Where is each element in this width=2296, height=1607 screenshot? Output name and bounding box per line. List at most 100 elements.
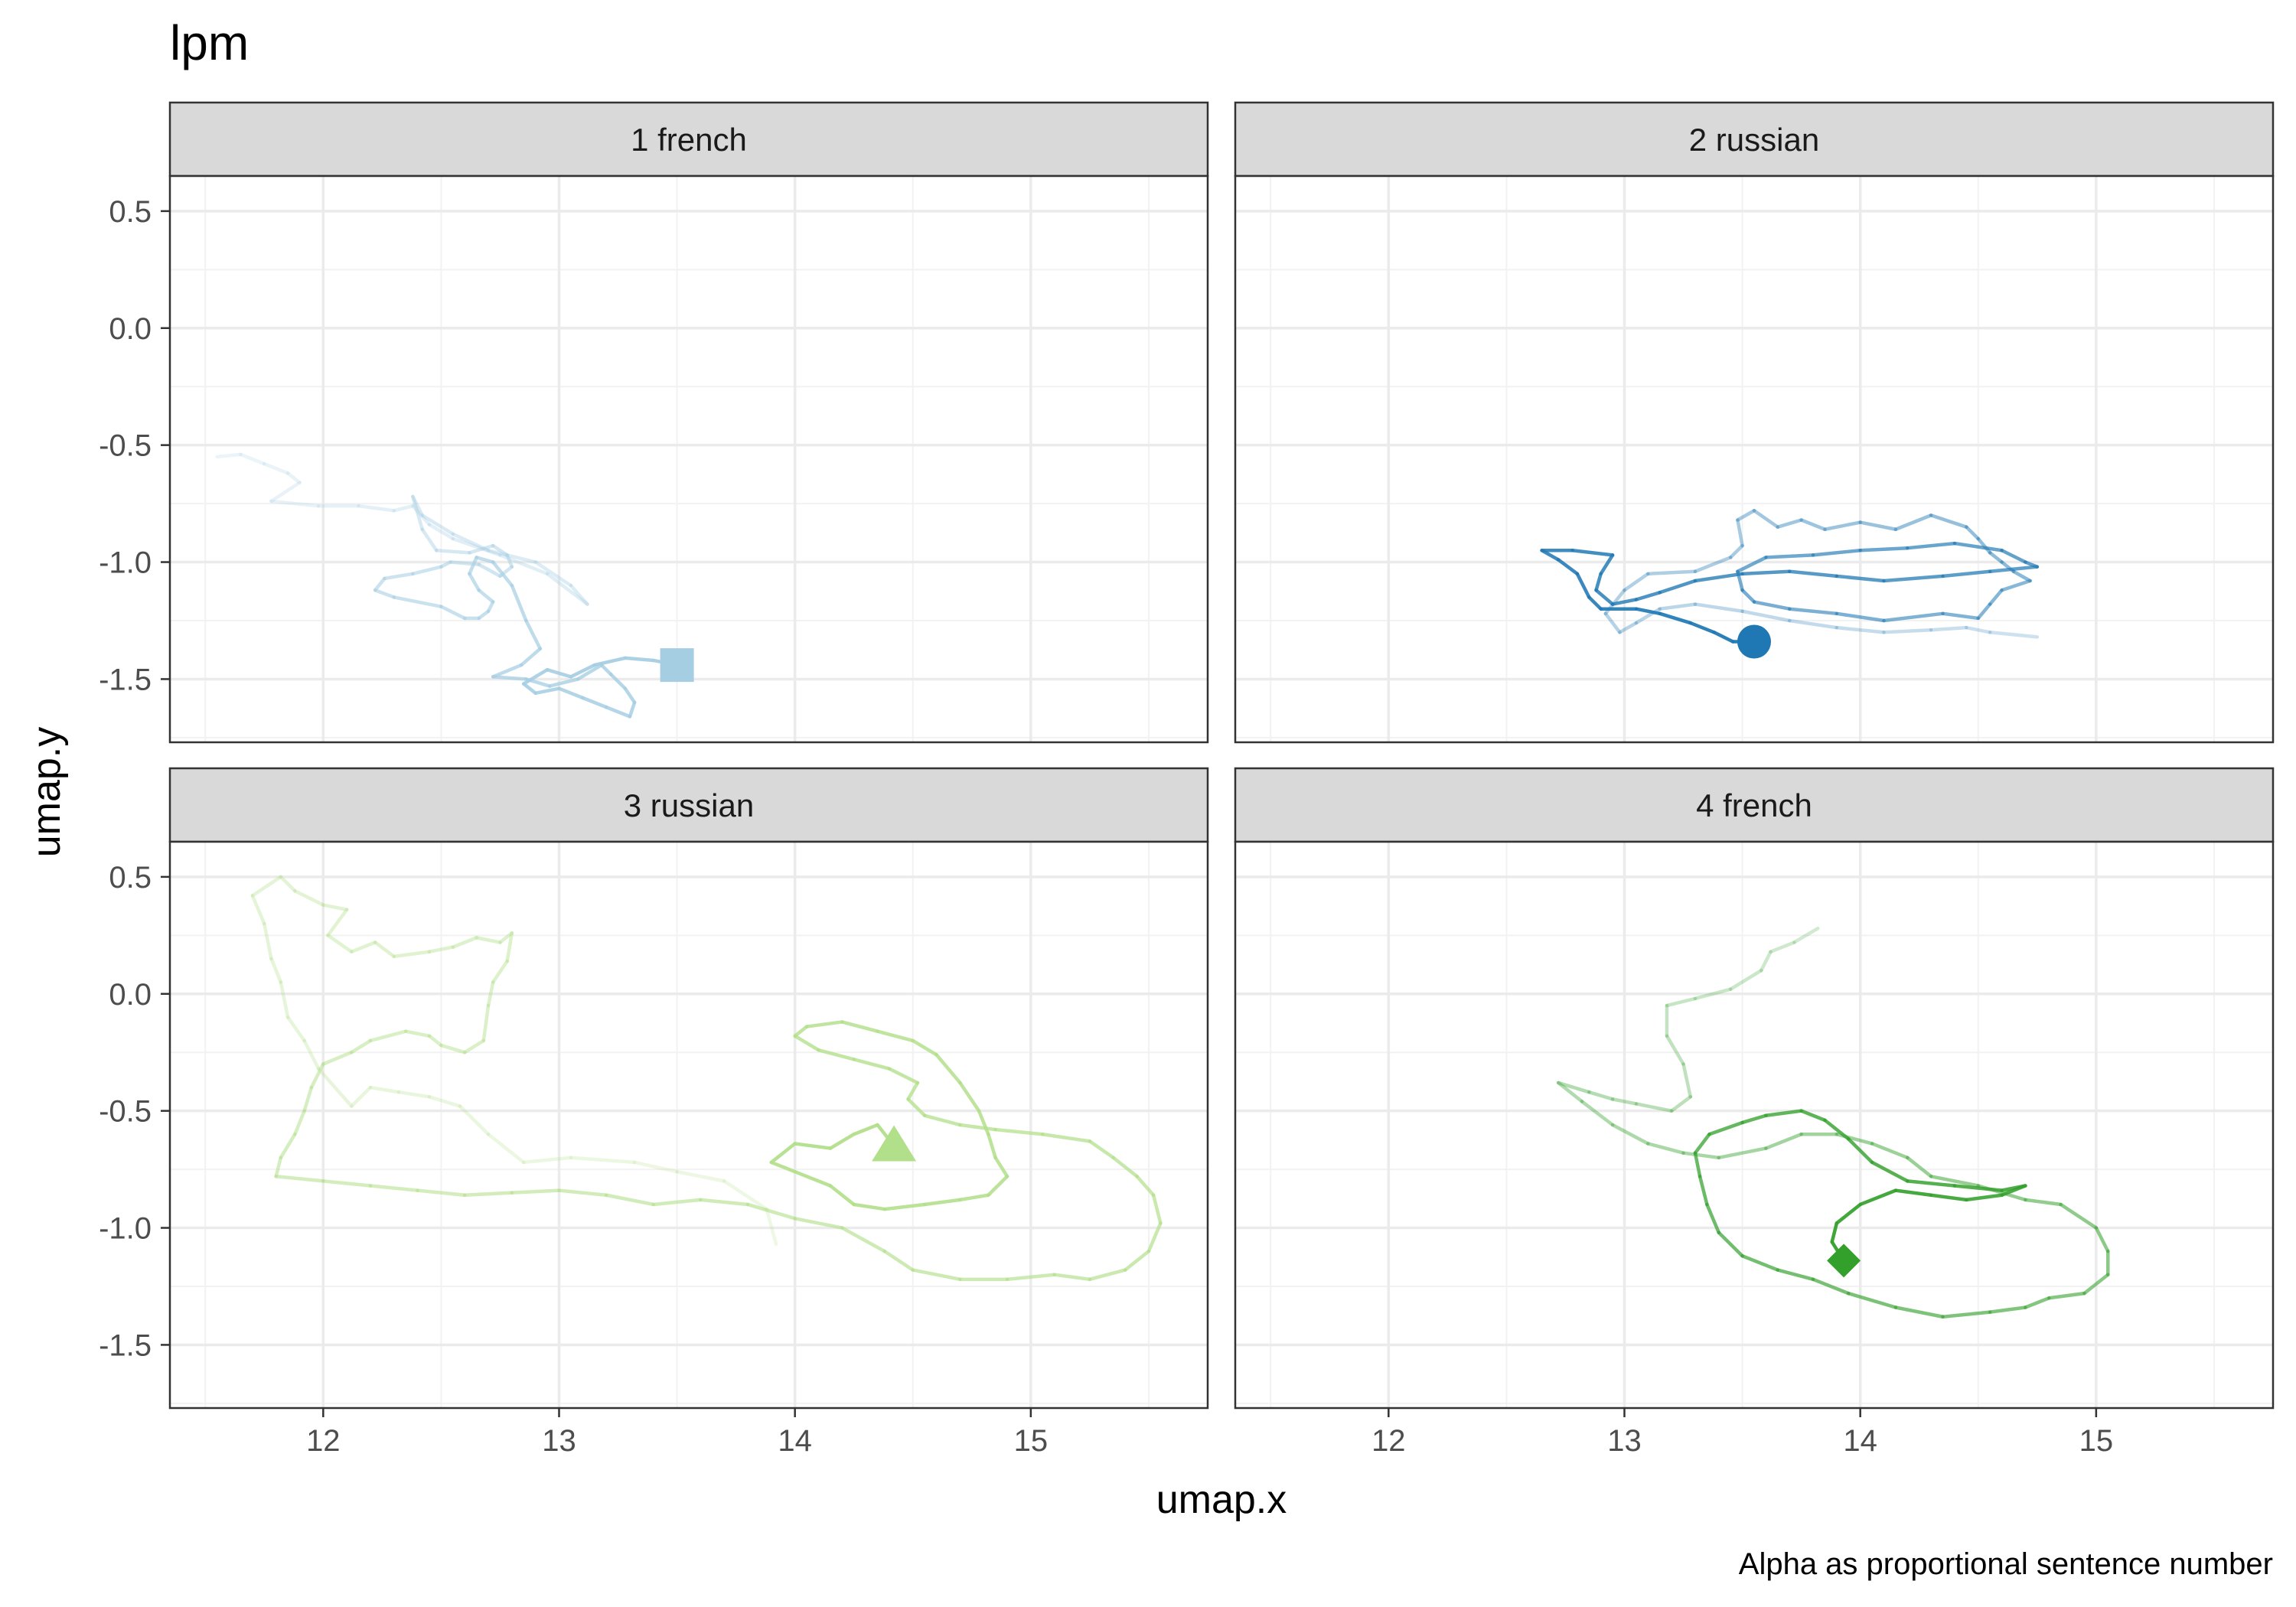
series-segment	[1988, 565, 2040, 574]
series-segment	[1764, 1132, 1803, 1150]
series-segment	[486, 549, 537, 564]
series-segment	[1712, 631, 1735, 644]
series-segment	[1088, 1268, 1127, 1282]
x-tick-label: 14	[778, 1424, 812, 1458]
series-segment	[2047, 1291, 2086, 1300]
series-segment	[1646, 569, 1698, 576]
series-segment	[451, 936, 478, 949]
series-segment	[1603, 611, 1622, 634]
series-segment	[1847, 1291, 1898, 1309]
series-segment	[557, 1188, 608, 1197]
series-segment	[350, 940, 377, 953]
series-segment	[1151, 1193, 1163, 1225]
series-segment	[958, 1081, 981, 1113]
series-segment	[2024, 1296, 2051, 1309]
series-segment	[477, 562, 502, 579]
facet-strip-label: 1 french	[631, 122, 747, 158]
end-marker-square	[660, 648, 694, 683]
facet-strip-label: 2 russian	[1689, 122, 1819, 158]
series-segment	[987, 1132, 997, 1160]
series-segment	[522, 667, 550, 686]
series-segment	[326, 908, 349, 937]
series-segment	[1787, 607, 1839, 616]
series-segment	[1052, 1273, 1092, 1282]
series-segment	[1610, 1123, 1650, 1146]
series-segment	[1952, 1184, 2004, 1192]
series-segment	[302, 1085, 314, 1113]
series-segment	[263, 921, 273, 961]
series-segment	[1811, 549, 1862, 557]
series-segment	[828, 1132, 856, 1150]
series-segment	[623, 656, 656, 663]
series-segment	[396, 1090, 432, 1099]
x-tick-label: 13	[542, 1424, 576, 1458]
series-segment	[1693, 1132, 1711, 1155]
chart-title: lpm	[170, 15, 249, 70]
series-segment	[1906, 541, 1957, 550]
series-segment	[491, 543, 509, 557]
panel-border	[168, 840, 1209, 1410]
series-segment	[817, 1048, 856, 1061]
panel-border	[168, 174, 1209, 744]
series-segment	[852, 1123, 879, 1136]
series-segment	[491, 560, 514, 588]
series-segment	[505, 553, 514, 569]
series-segment	[1041, 1132, 1092, 1143]
series-segment	[411, 504, 432, 526]
panel-border	[1234, 840, 2275, 1410]
series-segment	[1776, 1268, 1815, 1282]
series-segment	[411, 565, 443, 576]
series-segment	[569, 1156, 637, 1165]
series-segment	[468, 543, 495, 555]
series-segment	[1717, 1146, 1768, 1160]
series-segment	[1146, 1221, 1163, 1253]
series-segment	[1556, 558, 1580, 576]
series-segment	[269, 957, 283, 984]
facet-panel: 4 french 12 13 14 15	[1234, 767, 2275, 1458]
series-segment	[632, 1160, 679, 1174]
series-segment	[1988, 588, 2004, 606]
series-segment	[977, 1109, 990, 1136]
series-segment	[1870, 1142, 1910, 1160]
series-segment	[1952, 541, 2004, 553]
y-tick-label: 0.5	[109, 861, 152, 895]
facet-strip	[1234, 767, 2275, 843]
series-segment	[793, 1025, 809, 1038]
series-segment	[1835, 574, 1886, 583]
series-segment	[1580, 1100, 1615, 1127]
series-segment	[1618, 621, 1639, 634]
series-segment	[1736, 556, 1768, 574]
series-segment	[1988, 551, 2004, 564]
series-segment	[468, 572, 481, 592]
series-segment	[357, 504, 396, 513]
series-segment	[420, 527, 439, 553]
series-segment	[524, 618, 543, 650]
series-segment	[1799, 1109, 1827, 1123]
series-segment	[263, 461, 290, 475]
series-segment	[1005, 1273, 1056, 1282]
series-segment	[852, 1058, 892, 1071]
series-segment	[1658, 579, 1698, 595]
series-segment	[1594, 588, 1615, 606]
series-segment	[491, 959, 509, 984]
series-segment	[279, 980, 290, 1019]
series-segment	[1740, 1253, 1780, 1272]
series-segment	[1906, 1179, 1957, 1188]
series-segment	[522, 1156, 573, 1165]
series-segment	[922, 1198, 962, 1207]
series-segment	[274, 1175, 325, 1183]
series-segment	[1575, 572, 1591, 599]
facet-panel: 3 russian 0.5 0.0 -0.5 -1.0 -1.5 12 13 14 15	[99, 767, 1209, 1458]
series-segment	[1776, 518, 1803, 529]
series-segment	[1929, 513, 1968, 529]
series-segment	[468, 556, 478, 576]
series-segment	[793, 1142, 833, 1150]
series-segment	[1858, 1188, 1898, 1207]
facet-panel: 2 russian	[1234, 101, 2275, 744]
series-segment	[1787, 618, 1839, 630]
y-tick-label: -1.5	[99, 663, 152, 696]
facet-strip	[168, 101, 1209, 178]
series-segment	[1759, 950, 1773, 973]
x-tick-label: 12	[1371, 1424, 1406, 1458]
series-segment	[2000, 549, 2027, 564]
